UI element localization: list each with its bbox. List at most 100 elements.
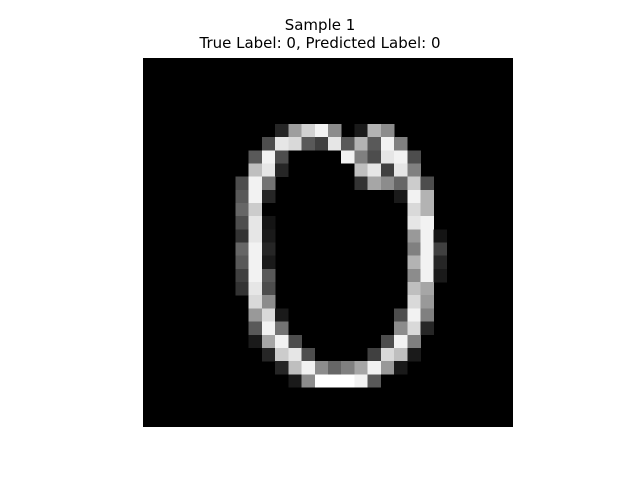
pixel	[394, 137, 408, 151]
pixel	[433, 242, 448, 256]
pixel	[354, 374, 368, 388]
pixel	[261, 216, 276, 230]
pixel	[261, 242, 276, 256]
pixel	[394, 361, 408, 375]
pixel	[288, 361, 302, 375]
pixel	[433, 268, 448, 283]
digit-pixel-grid	[143, 58, 513, 427]
pixel	[301, 137, 316, 151]
pixel	[407, 229, 421, 243]
pixel	[235, 229, 249, 243]
pixel	[235, 268, 249, 283]
pixel	[288, 374, 302, 388]
pixel	[261, 321, 276, 336]
pixel	[248, 308, 263, 322]
pixel	[248, 334, 263, 349]
pixel	[235, 255, 249, 270]
digit-image	[143, 58, 513, 427]
pixel	[288, 123, 302, 138]
pixel	[420, 295, 434, 309]
pixel	[248, 229, 263, 243]
pixel	[407, 255, 421, 270]
pixel	[407, 295, 421, 309]
pixel	[420, 229, 434, 243]
pixel	[261, 189, 276, 204]
pixel	[407, 282, 421, 296]
pixel	[261, 229, 276, 243]
pixel	[420, 189, 434, 204]
pixel	[248, 216, 263, 230]
pixel	[248, 295, 263, 309]
pixel	[380, 163, 395, 177]
pixel	[367, 361, 382, 375]
pixel	[407, 202, 421, 217]
pixel	[314, 361, 329, 375]
pixel	[367, 123, 382, 138]
pixel	[248, 255, 263, 270]
pixel	[433, 255, 448, 270]
pixel	[367, 374, 382, 388]
pixel	[367, 347, 382, 362]
pixel	[275, 150, 289, 164]
pixel	[380, 361, 395, 375]
pixel	[235, 242, 249, 256]
pixel	[301, 123, 316, 138]
pixel	[394, 347, 408, 362]
pixel	[288, 334, 302, 349]
pixel	[420, 308, 434, 322]
pixel	[394, 321, 408, 336]
pixel	[341, 150, 355, 164]
pixel	[380, 150, 395, 164]
pixel	[301, 361, 316, 375]
pixel	[261, 163, 276, 177]
pixel	[261, 176, 276, 191]
pixel	[288, 137, 302, 151]
pixel	[433, 229, 448, 243]
pixel	[354, 123, 368, 138]
pixel	[275, 361, 289, 375]
pixel	[420, 176, 434, 191]
pixel	[407, 189, 421, 204]
pixel	[235, 189, 249, 204]
pixel	[420, 216, 434, 230]
pixel	[354, 176, 368, 191]
pixel	[407, 242, 421, 256]
pixel	[261, 282, 276, 296]
pixel	[407, 163, 421, 177]
pixel	[261, 255, 276, 270]
pixel	[248, 176, 263, 191]
pixel	[261, 137, 276, 151]
pixel	[407, 268, 421, 283]
pixel	[261, 268, 276, 283]
pixel	[314, 123, 329, 138]
label-title: True Label: 0, Predicted Label: 0	[199, 34, 441, 52]
pixel	[235, 282, 249, 296]
pixel	[341, 374, 355, 388]
pixel	[407, 216, 421, 230]
pixel	[420, 321, 434, 336]
pixel	[420, 282, 434, 296]
pixel	[235, 216, 249, 230]
pixel	[380, 334, 395, 349]
pixel	[235, 176, 249, 191]
pixel	[275, 137, 289, 151]
figure-title: Sample 1 True Label: 0, Predicted Label:…	[0, 16, 640, 52]
pixel	[314, 137, 329, 151]
pixel	[248, 268, 263, 283]
pixel	[341, 361, 355, 375]
pixel	[380, 123, 395, 138]
pixel	[380, 137, 395, 151]
pixel	[275, 347, 289, 362]
pixel	[407, 150, 421, 164]
pixel	[394, 308, 408, 322]
pixel	[380, 347, 395, 362]
pixel	[248, 202, 263, 217]
pixel	[394, 150, 408, 164]
pixel	[367, 150, 382, 164]
pixel	[420, 255, 434, 270]
pixel	[248, 321, 263, 336]
pixel	[394, 189, 408, 204]
pixel	[354, 137, 368, 151]
pixel	[261, 347, 276, 362]
pixel	[275, 334, 289, 349]
